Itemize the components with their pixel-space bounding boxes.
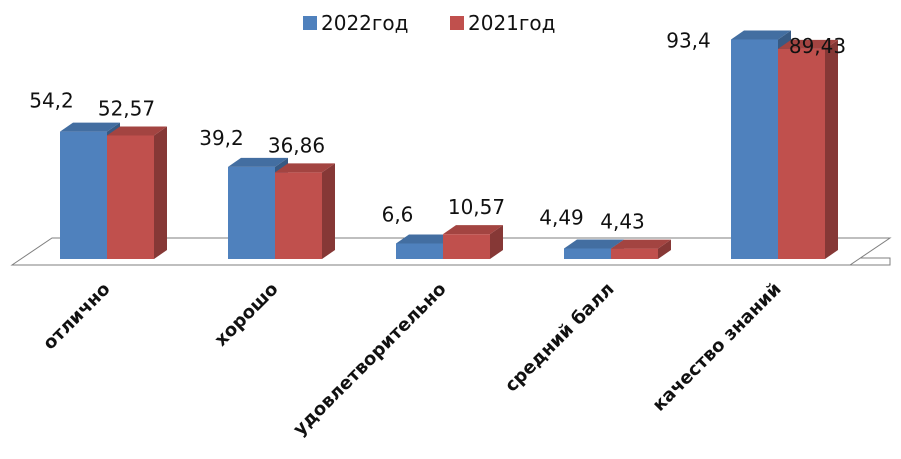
data-label-2022-1: 54,2 xyxy=(29,89,74,113)
legend-label-2021: 2021год xyxy=(468,11,555,35)
bar-2021-2 xyxy=(275,163,335,259)
category-label-3: удовлетворительно xyxy=(289,279,450,440)
data-label-2022-3: 6,6 xyxy=(382,202,414,226)
legend-label-2022: 2022год xyxy=(321,11,408,35)
legend-swatch-2022 xyxy=(303,16,317,30)
data-label-2021-5: 89,43 xyxy=(789,34,846,58)
data-label-2022-4: 4,49 xyxy=(539,205,584,229)
category-label-4: средний балл xyxy=(501,279,619,397)
data-label-2021-3: 10,57 xyxy=(448,195,505,219)
legend-swatch-2021 xyxy=(450,16,464,30)
legend: 2022год 2021год xyxy=(303,11,555,35)
data-labels: 54,2 52,57 39,2 36,86 6,6 10,57 4,49 4,43 93,4 89… xyxy=(29,29,846,234)
category-label-5: качество знаний xyxy=(649,279,786,416)
data-label-2021-1: 52,57 xyxy=(98,96,155,120)
category-labels: отлично хорошо удовлетворительно средний ба… xyxy=(39,279,785,440)
data-label-2021-2: 36,86 xyxy=(268,133,325,157)
bar-2021-3 xyxy=(443,225,503,259)
data-label-2021-4: 4,43 xyxy=(600,210,645,234)
bars xyxy=(60,30,838,260)
category-label-1: отлично xyxy=(39,279,114,354)
data-label-2022-2: 39,2 xyxy=(199,126,244,150)
bar-2021-4 xyxy=(611,239,671,259)
bar-2021-5 xyxy=(778,39,838,259)
bar-2021-1 xyxy=(107,126,167,259)
category-label-2: хорошо xyxy=(211,279,283,351)
data-label-2022-5: 93,4 xyxy=(666,29,711,53)
